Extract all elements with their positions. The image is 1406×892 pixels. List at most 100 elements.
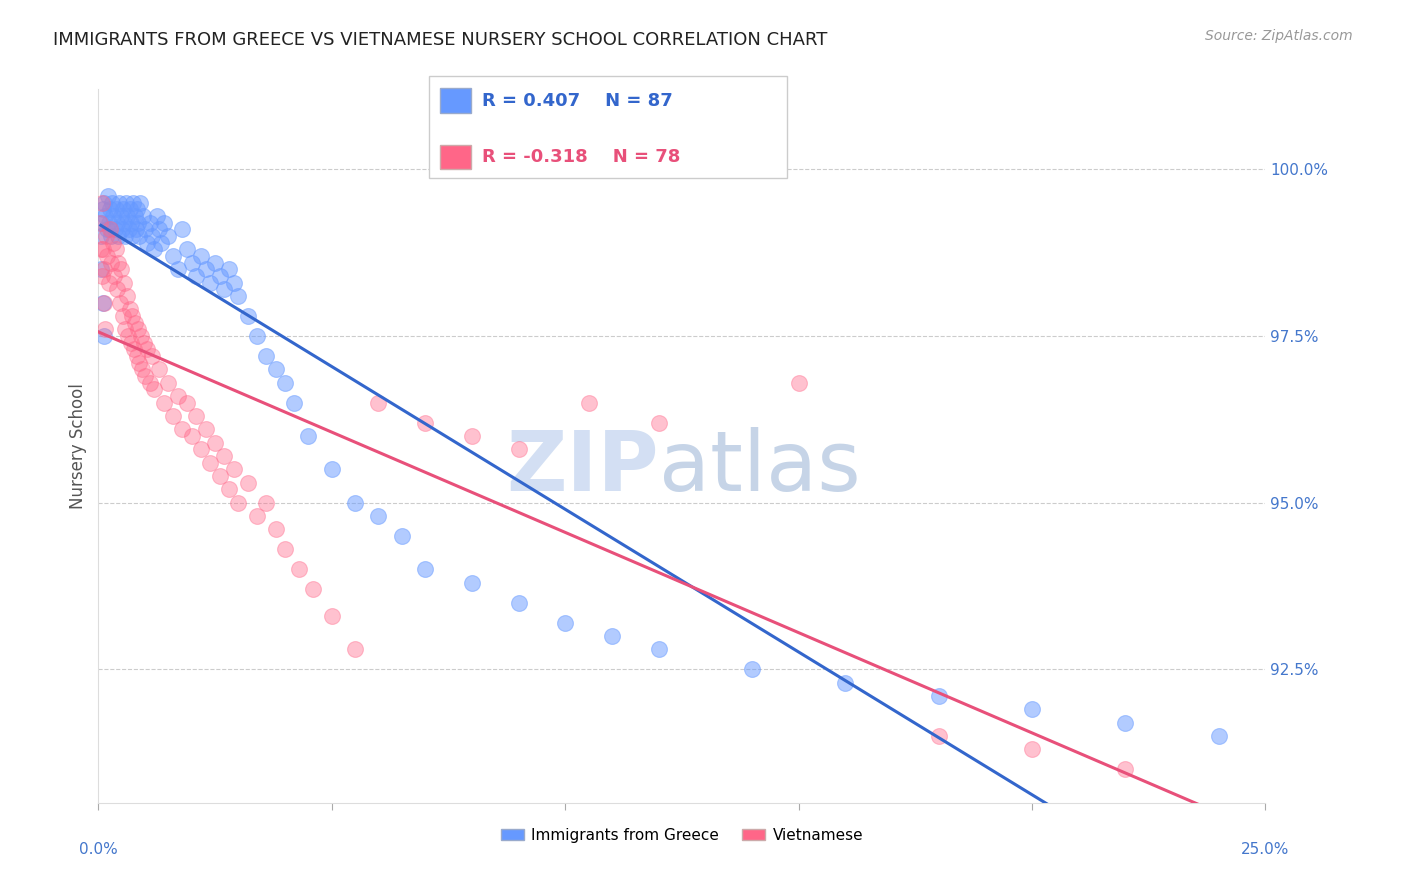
Point	[94, 209, 117, 223]
Point	[134, 222, 156, 236]
Point	[218, 262, 240, 277]
Point	[222, 462, 245, 476]
Point	[264, 522, 287, 536]
Point	[114, 228, 136, 243]
Point	[112, 216, 135, 230]
Point	[283, 395, 305, 409]
Point	[508, 596, 530, 610]
Text: Source: ZipAtlas.com: Source: ZipAtlas.com	[1205, 29, 1353, 43]
Point	[834, 675, 856, 690]
Point	[600, 629, 623, 643]
Point	[127, 216, 149, 230]
Point	[200, 276, 222, 290]
Point	[246, 509, 269, 524]
Point	[214, 282, 236, 296]
Point	[222, 276, 245, 290]
Point	[97, 216, 120, 230]
Point	[118, 222, 141, 236]
Point	[96, 222, 118, 236]
Point	[148, 222, 170, 236]
Text: 0.0%: 0.0%	[79, 842, 118, 856]
Point	[96, 249, 118, 263]
Point	[91, 242, 114, 256]
Point	[186, 409, 208, 423]
Point	[90, 242, 112, 256]
Point	[166, 262, 188, 277]
Point	[103, 209, 125, 223]
Point	[413, 562, 436, 576]
Point	[554, 615, 576, 630]
Point	[100, 228, 122, 243]
Point	[89, 216, 111, 230]
Point	[214, 449, 236, 463]
Point	[100, 255, 122, 269]
Point	[461, 429, 484, 443]
Point	[180, 429, 202, 443]
Text: ZIP: ZIP	[506, 427, 658, 508]
Point	[344, 642, 367, 657]
Point	[108, 295, 131, 310]
Point	[647, 642, 669, 657]
Point	[101, 195, 124, 210]
Point	[111, 202, 134, 217]
Point	[152, 395, 174, 409]
Point	[367, 509, 389, 524]
Point	[172, 422, 194, 436]
Point	[297, 429, 319, 443]
Point	[134, 368, 156, 383]
Point	[647, 416, 669, 430]
Point	[190, 442, 212, 457]
Point	[176, 242, 198, 256]
Point	[91, 295, 114, 310]
Point	[143, 382, 166, 396]
Point	[321, 609, 343, 624]
Point	[127, 322, 149, 336]
Y-axis label: Nursery School: Nursery School	[69, 383, 87, 509]
Point	[94, 322, 117, 336]
Point	[105, 202, 128, 217]
Point	[90, 195, 112, 210]
Point	[194, 422, 217, 436]
Point	[200, 456, 222, 470]
Point	[110, 262, 132, 277]
Point	[1021, 742, 1043, 756]
Point	[132, 209, 155, 223]
Text: R = 0.407    N = 87: R = 0.407 N = 87	[482, 92, 673, 110]
Point	[148, 362, 170, 376]
Point	[129, 195, 152, 210]
Point	[787, 376, 810, 390]
Point	[98, 202, 121, 217]
Point	[204, 435, 226, 450]
Point	[136, 343, 159, 357]
Point	[120, 202, 142, 217]
Point	[111, 309, 134, 323]
Text: atlas: atlas	[658, 427, 860, 508]
Point	[122, 343, 145, 357]
Point	[91, 202, 114, 217]
Point	[228, 289, 250, 303]
Point	[129, 329, 152, 343]
Point	[121, 228, 143, 243]
Point	[90, 228, 112, 243]
Point	[157, 376, 180, 390]
Point	[256, 496, 278, 510]
Point	[128, 228, 150, 243]
Point	[105, 216, 128, 230]
Point	[1208, 729, 1230, 743]
Point	[98, 222, 121, 236]
Point	[461, 575, 484, 590]
Point	[321, 462, 343, 476]
Point	[136, 235, 159, 250]
Point	[93, 195, 115, 210]
Point	[131, 362, 153, 376]
Point	[101, 235, 124, 250]
Point	[97, 276, 120, 290]
Point	[118, 302, 141, 317]
Point	[928, 689, 950, 703]
Point	[264, 362, 287, 376]
Point	[141, 228, 163, 243]
Point	[141, 349, 163, 363]
Point	[172, 222, 194, 236]
Point	[124, 209, 146, 223]
Point	[218, 483, 240, 497]
